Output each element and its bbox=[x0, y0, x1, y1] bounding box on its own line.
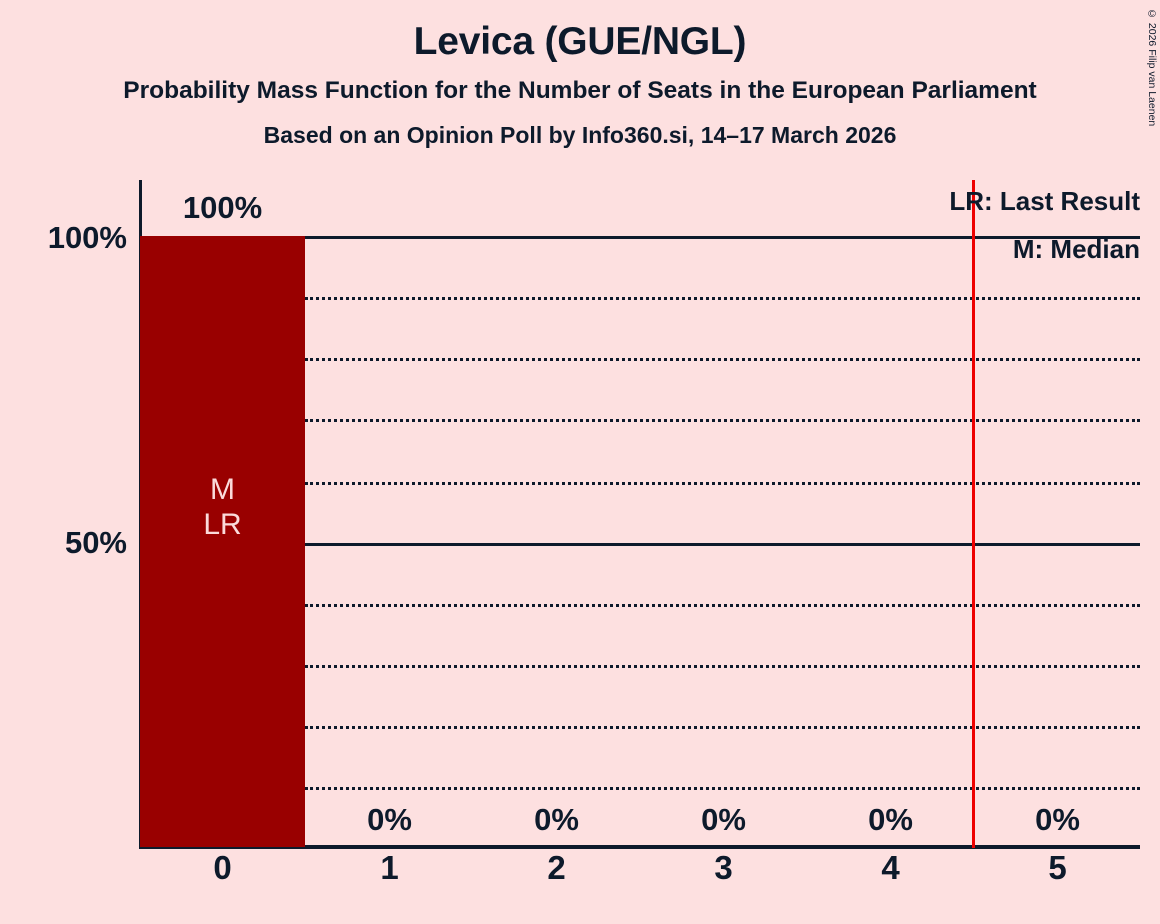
bar-value-label-4: 0% bbox=[868, 802, 913, 837]
bar-value-label-3: 0% bbox=[701, 802, 746, 837]
x-tick-label-0: 0 bbox=[213, 849, 232, 886]
copyright-notice: © 2026 Filip van Laenen bbox=[1146, 8, 1158, 127]
bar-marker-labels: M LR bbox=[140, 472, 305, 543]
y-tick-label-50: 50% bbox=[64, 525, 127, 560]
y-axis-tick-labels: 100% 50% bbox=[0, 0, 127, 924]
chart-subtitle: Probability Mass Function for the Number… bbox=[123, 76, 1037, 104]
gridline-30 bbox=[305, 665, 1140, 668]
x-tick-label-1: 1 bbox=[380, 849, 399, 886]
x-tick-label-3: 3 bbox=[714, 849, 733, 886]
gridline-20 bbox=[305, 726, 1140, 729]
page-title: Levica (GUE/NGL) bbox=[413, 20, 747, 63]
bar-seats-0[interactable]: M LR bbox=[140, 236, 305, 847]
gridline-100 bbox=[305, 236, 1140, 239]
x-tick-label-4: 4 bbox=[881, 849, 900, 886]
bar-value-label-5: 0% bbox=[1035, 802, 1080, 837]
chart-source-subtitle: Based on an Opinion Poll by Info360.si, … bbox=[263, 121, 897, 148]
x-tick-label-5: 5 bbox=[1048, 849, 1067, 886]
gridline-90 bbox=[305, 297, 1140, 300]
bar-value-label-2: 0% bbox=[534, 802, 579, 837]
last-result-marker-line bbox=[972, 180, 975, 848]
y-tick-label-100: 100% bbox=[47, 220, 127, 255]
median-marker-label: M bbox=[210, 473, 235, 506]
gridline-50 bbox=[305, 543, 1140, 546]
gridline-40 bbox=[305, 604, 1140, 607]
last-result-marker-label: LR bbox=[203, 508, 242, 542]
x-tick-label-2: 2 bbox=[547, 849, 566, 886]
gridline-70 bbox=[305, 419, 1140, 422]
legend-median: M: Median bbox=[1012, 234, 1140, 264]
bar-value-label-1: 0% bbox=[367, 802, 412, 837]
title-block: Levica (GUE/NGL) Probability Mass Functi… bbox=[0, 0, 1160, 147]
gridline-80 bbox=[305, 358, 1140, 361]
bar-value-label-0: 100% bbox=[182, 190, 263, 225]
legend-last-result: LR: Last Result bbox=[949, 186, 1140, 216]
gridline-60 bbox=[305, 482, 1140, 485]
x-axis-baseline bbox=[139, 845, 1140, 849]
gridline-10 bbox=[305, 787, 1140, 790]
